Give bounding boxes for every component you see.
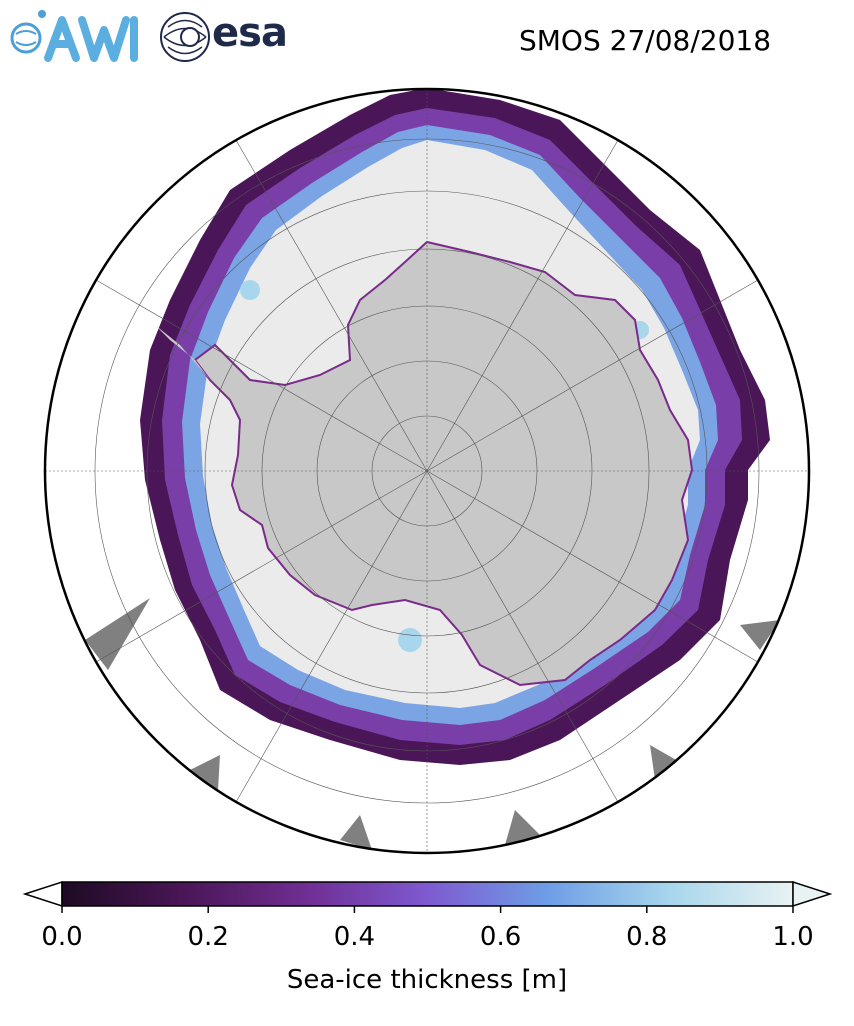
land-fragment [340,815,372,850]
colorbar [22,880,833,913]
colorbar-extend-low [22,880,63,908]
colorbar-tick-label: 0.2 [187,922,229,952]
colorbar-ticks [61,906,794,913]
land-fragment [85,598,150,670]
antarctica-land [193,240,694,687]
land-fragment [650,745,685,780]
awi-logo [10,10,138,62]
colorbar-title: Sea-ice thickness [m] [286,965,568,995]
colorbar-gradient [61,881,794,907]
esa-globe-icon [160,12,210,62]
esa-logo-text: esa [212,10,288,56]
polar-map [43,87,811,855]
colorbar-tick-label: 0.0 [41,922,83,952]
colorbar-tick-label: 1.0 [772,922,814,952]
header: esa SMOS 27/08/2018 [0,0,854,80]
colorbar-tick-label: 0.4 [333,922,376,952]
graticule [45,89,809,853]
map-title: SMOS 27/08/2018 [519,24,772,57]
colorbar-tick-label: 0.8 [626,922,668,952]
map-boundary [43,87,811,855]
land-fragment [505,810,540,845]
land-fragment [740,620,780,650]
antarctic-peninsula [155,325,210,380]
ice-patch [398,628,422,652]
colorbar-extend-high [792,880,833,908]
land-fragment [190,755,220,790]
colorbar-tick-label: 0.6 [479,922,522,952]
ice-patch [240,280,260,300]
